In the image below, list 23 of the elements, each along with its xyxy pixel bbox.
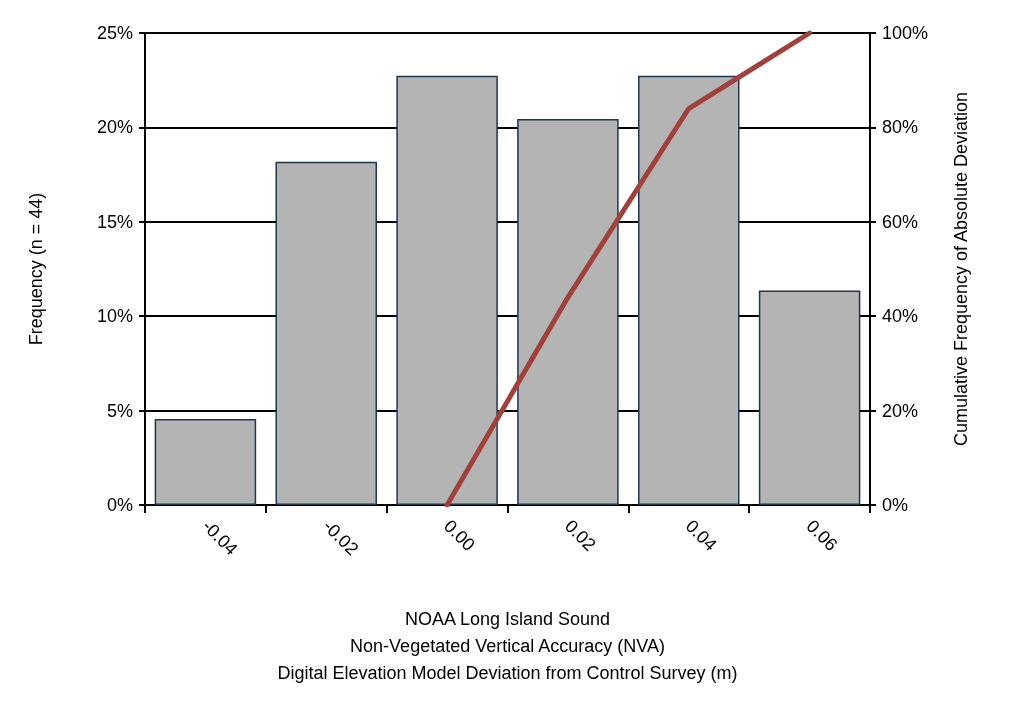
bar bbox=[396, 75, 498, 505]
y-tick-label: 0% bbox=[106, 495, 133, 515]
y-tick-label: 10% bbox=[96, 306, 133, 327]
y2-tick-label: 20% bbox=[882, 400, 919, 421]
bar bbox=[638, 75, 740, 505]
y2-tick-label: 60% bbox=[882, 211, 919, 232]
y-tick-label: 25% bbox=[96, 23, 133, 43]
y-tick-label: 15% bbox=[96, 211, 133, 232]
bar bbox=[154, 419, 257, 505]
y-tick-label: 5% bbox=[106, 400, 133, 421]
x-tick-label: 0.00 bbox=[440, 515, 479, 555]
y2-tick-label: 40% bbox=[882, 306, 919, 327]
x-tick-label: 0.06 bbox=[802, 515, 842, 555]
y2-tick-label: 80% bbox=[882, 117, 919, 138]
y-axis-title: Frequency (n = 44) bbox=[26, 192, 46, 346]
y2-tick-label: 100% bbox=[882, 23, 929, 43]
x-axis-title: NOAA Long Island Sound Non-Vegetated Vertical Accuracy (NVA) Digital Elevation Model Deviation from Control Survey (m) bbox=[277, 608, 738, 683]
bar bbox=[275, 161, 377, 505]
y2-tick-label: 0% bbox=[882, 495, 909, 515]
y2-axis-title: Cumulative Frequency of Absolute Deviation bbox=[951, 91, 971, 447]
y-tick-label: 20% bbox=[96, 117, 133, 138]
bar bbox=[758, 290, 861, 505]
bar bbox=[517, 118, 619, 505]
